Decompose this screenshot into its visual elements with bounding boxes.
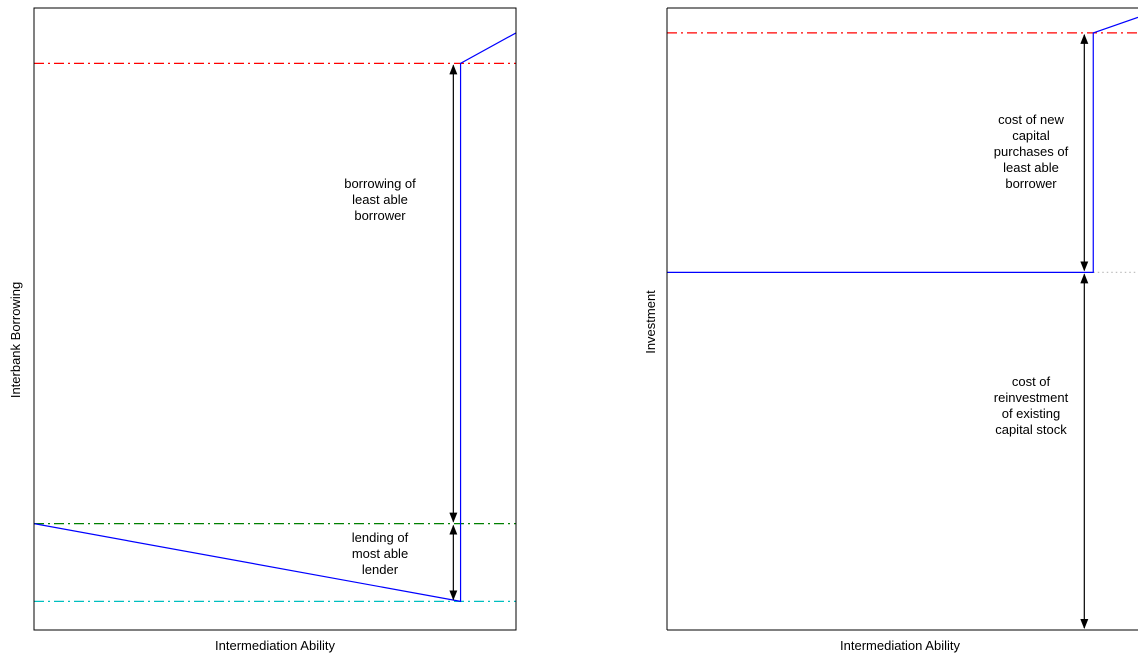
right-annotation-label-0-line-2: purchases of <box>994 144 1069 159</box>
right-annotation-label-0-line-4: borrower <box>1005 176 1057 191</box>
left-annotation-label-1-line-2: lender <box>362 562 399 577</box>
left-annotation-label-0-line-1: least able <box>352 192 408 207</box>
left-plot-series <box>34 32 516 603</box>
right-annotation-label-1: cost of reinvestment of existing capital st… <box>994 374 1069 437</box>
left-series-0 <box>34 32 516 603</box>
right-annotation-label-0-line-0: cost of new <box>998 112 1064 127</box>
right-annotation-label-0: cost of new capital purchases of least able… <box>994 112 1069 191</box>
left-annotation-label-1: lending of most able lender <box>352 530 409 577</box>
left-annotation-label-1-line-0: lending of <box>352 530 409 545</box>
left-annotation-label-1-line-1: most able <box>352 546 408 561</box>
left-x-axis-label: Intermediation Ability <box>215 638 335 653</box>
right-annotation-label-0-line-3: least able <box>1003 160 1059 175</box>
right-annotation-label-1-line-3: capital stock <box>995 422 1067 437</box>
right-annotation-label-1-line-1: reinvestment <box>994 390 1069 405</box>
right-x-axis-label: Intermediation Ability <box>840 638 960 653</box>
left-annotation-label-0: borrowing of least able borrower <box>344 176 416 223</box>
right-series-0 <box>667 16 1138 273</box>
right-annotation-label-1-line-2: of existing <box>1002 406 1061 421</box>
right-annotation-label-0-line-1: capital <box>1012 128 1050 143</box>
right-plot-annotations: cost of new capital purchases of least able… <box>994 33 1089 629</box>
right-panel: cost of new capital purchases of least able… <box>643 7 1138 653</box>
left-annotation-label-0-line-2: borrower <box>354 208 406 223</box>
left-plot-frame <box>33 7 517 631</box>
left-annotation-label-0-line-0: borrowing of <box>344 176 416 191</box>
right-plot-series <box>667 16 1138 273</box>
right-annotation-label-1-line-0: cost of <box>1012 374 1051 389</box>
left-plot-annotations: borrowing of least able borrower lending of… <box>344 64 458 601</box>
left-y-axis-label: Interbank Borrowing <box>8 282 23 398</box>
right-y-axis-label: Investment <box>643 290 658 354</box>
left-panel: borrowing of least able borrower lending of… <box>8 7 517 653</box>
